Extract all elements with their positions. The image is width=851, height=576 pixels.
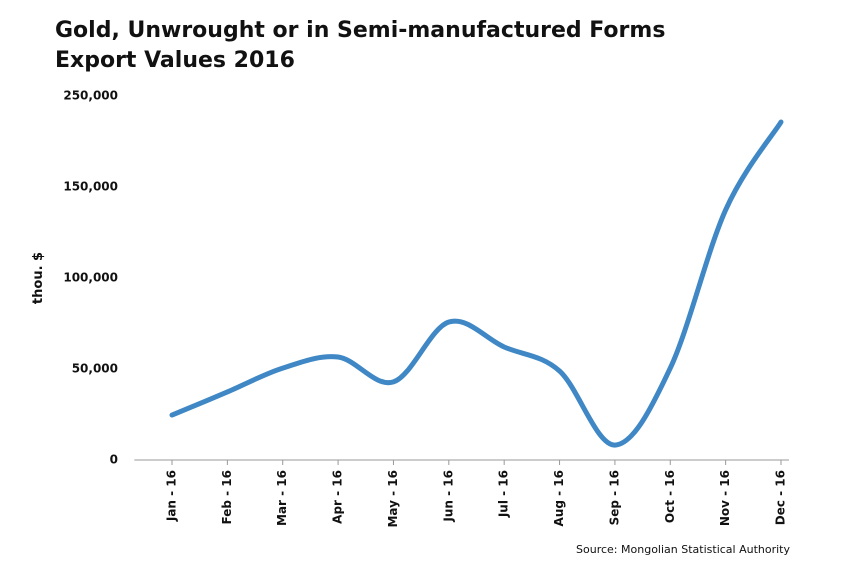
x-tick-label: Jul - 16 [497, 470, 511, 518]
y-tick-label: 50,000 [72, 362, 118, 376]
y-tick-label: 150,000 [63, 180, 118, 194]
source-note: Source: Mongolian Statistical Authority [576, 543, 790, 556]
x-tick-label: Aug - 16 [552, 470, 566, 526]
y-tick-label: 0 [110, 453, 118, 467]
x-tick-label: May - 16 [386, 470, 400, 528]
y-axis-label: thou. $ [31, 252, 46, 304]
x-tick-label: Mar - 16 [275, 470, 289, 526]
chart-subtitle: Export Values 2016 [55, 48, 295, 73]
y-tick-label: 100,000 [63, 271, 118, 285]
x-tick-label: Dec - 16 [774, 470, 788, 525]
x-tick-label: Nov - 16 [718, 470, 732, 526]
y-tick-label: 250,000 [63, 89, 118, 103]
data-line [169, 119, 784, 448]
x-tick-label: Sep - 16 [607, 470, 621, 525]
chart-title: Gold, Unwrought or in Semi-manufactured … [55, 18, 665, 43]
x-tick-label: Feb - 16 [220, 470, 234, 524]
x-tick-label: Jun - 16 [441, 470, 455, 523]
x-tick-label: Apr - 16 [331, 470, 345, 524]
x-tick-label: Jan - 16 [165, 470, 179, 522]
x-tick-label: Oct - 16 [663, 470, 677, 523]
